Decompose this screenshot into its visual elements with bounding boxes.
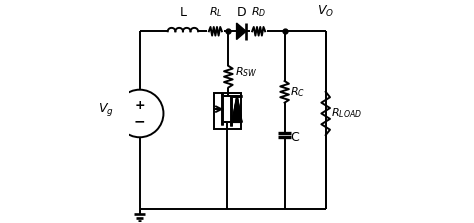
Text: D: D [237, 6, 246, 19]
Text: $R_{SW}$: $R_{SW}$ [235, 66, 257, 79]
Text: $V_O$: $V_O$ [317, 4, 334, 19]
Text: $R_L$: $R_L$ [209, 6, 222, 19]
Text: +: + [134, 99, 145, 112]
Text: $R_{LOAD}$: $R_{LOAD}$ [331, 107, 362, 120]
Text: $R_D$: $R_D$ [251, 6, 266, 19]
Bar [214, 93, 241, 129]
Text: L: L [180, 6, 186, 19]
Polygon shape [232, 96, 242, 122]
Text: $R_C$: $R_C$ [290, 85, 305, 99]
Polygon shape [232, 96, 242, 122]
Text: $V_g$: $V_g$ [98, 101, 114, 118]
Polygon shape [237, 23, 246, 39]
Text: C: C [290, 131, 299, 144]
Text: −: − [134, 114, 146, 128]
